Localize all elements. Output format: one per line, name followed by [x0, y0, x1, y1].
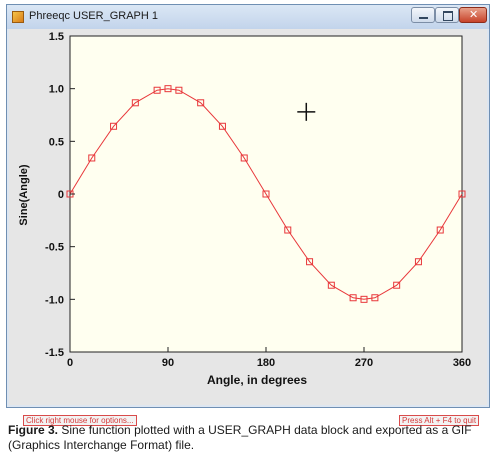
data-point: [164, 85, 172, 93]
x-tick-label: 0: [67, 357, 73, 369]
quit-hint: Press Alt + F4 to quit: [399, 415, 480, 426]
graph-window: Phreeqc USER_GRAPH 1 0 90 180 270 360 1.5 1.0…: [6, 4, 490, 426]
data-point: [153, 86, 161, 94]
y-axis-ticks: 1.5 1.0 0.5 0 -0.5 -1.0 -1.5: [45, 31, 75, 359]
y-tick-label: -0.5: [45, 242, 64, 254]
graph-client-area[interactable]: 0 90 180 270 360 1.5 1.0 0.5 0 -0.5 -1.0 -1.5 Angl…: [9, 29, 487, 426]
maximize-icon: [436, 8, 458, 22]
data-point: [110, 122, 118, 130]
series-sine: [66, 85, 466, 303]
data-point: [262, 190, 270, 198]
data-point: [175, 86, 183, 94]
maximize-button[interactable]: [435, 7, 459, 23]
data-point: [197, 99, 205, 107]
x-axis-label: Angle, in degrees: [207, 373, 307, 387]
data-point: [240, 154, 248, 162]
y-tick-label: 0: [58, 189, 64, 201]
x-axis-ticks: 0 90 180 270 360: [67, 347, 471, 369]
data-point: [131, 99, 139, 107]
sine-chart[interactable]: 0 90 180 270 360 1.5 1.0 0.5 0 -0.5 -1.0 -1.5 Angl…: [9, 29, 487, 405]
figure-caption: Figure 3. Sine function plotted with a U…: [8, 423, 494, 453]
data-point: [371, 294, 379, 302]
y-tick-label: -1.0: [45, 294, 64, 306]
x-tick-label: 270: [355, 357, 373, 369]
title-bar[interactable]: Phreeqc USER_GRAPH 1: [7, 5, 489, 29]
data-point: [360, 295, 368, 303]
close-icon: [460, 8, 486, 22]
figure-label: Figure 3.: [8, 423, 59, 437]
figure-caption-text: Sine function plotted with a USER_GRAPH …: [8, 423, 472, 452]
x-tick-label: 360: [453, 357, 471, 369]
data-point: [436, 226, 444, 234]
crosshair-cursor-icon: [297, 102, 316, 121]
y-tick-label: 1.0: [49, 84, 64, 96]
minimize-button[interactable]: [411, 7, 435, 23]
data-point: [327, 281, 335, 289]
y-tick-label: -1.5: [45, 347, 64, 359]
x-tick-label: 90: [162, 357, 174, 369]
x-tick-label: 180: [257, 357, 275, 369]
y-tick-label: 0.5: [49, 136, 64, 148]
series-line: [69, 88, 463, 300]
data-point: [393, 281, 401, 289]
data-point: [414, 258, 422, 266]
phreeqc-graph-icon[interactable]: [12, 11, 24, 23]
y-tick-label: 1.5: [49, 31, 64, 43]
data-point: [458, 190, 466, 198]
minimize-icon: [412, 8, 434, 22]
data-point: [306, 258, 314, 266]
data-point: [349, 294, 357, 302]
right-click-options-hint[interactable]: Click right mouse for options...: [23, 415, 137, 426]
data-point: [88, 154, 96, 162]
close-button[interactable]: [459, 7, 487, 23]
data-point: [218, 122, 226, 130]
y-axis-label: Sine(Angle): [18, 164, 30, 225]
window-title: Phreeqc USER_GRAPH 1: [29, 10, 158, 22]
data-point: [284, 226, 292, 234]
